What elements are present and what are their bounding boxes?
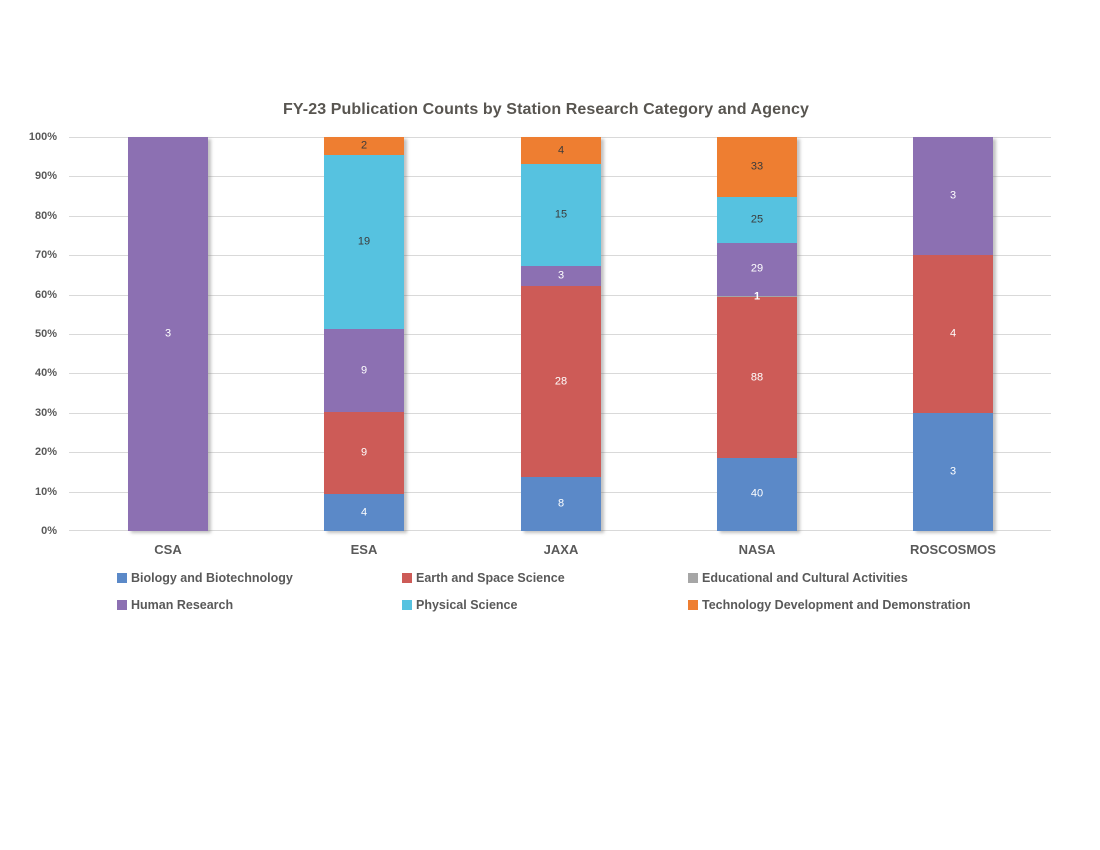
bar-jaxa: 4 15 3 28 8 — [521, 137, 601, 531]
bar-segment: 8 — [521, 476, 601, 531]
y-axis-tick-label: 90% — [34, 170, 57, 183]
bar-segment: 4 — [913, 255, 993, 413]
legend-swatch — [688, 600, 698, 610]
data-label: 28 — [554, 375, 568, 388]
legend-swatch — [117, 600, 127, 610]
bar-segment: 88 — [717, 297, 797, 458]
legend-item: Physical Science — [402, 598, 688, 612]
data-label: 33 — [750, 160, 764, 173]
bar-segment: 25 — [717, 197, 797, 243]
x-axis-label: NASA — [738, 542, 776, 557]
y-axis-tick-label: 30% — [34, 406, 57, 419]
bar-roscosmos: 3 4 3 — [913, 137, 993, 531]
bar-segment: 3 — [128, 137, 208, 531]
data-label: 40 — [750, 487, 764, 500]
y-axis-tick-label: 20% — [34, 446, 57, 459]
bar-csa: 3 — [128, 137, 208, 531]
legend-item: Biology and Biotechnology — [117, 571, 402, 585]
y-axis-tick-label: 100% — [28, 131, 57, 143]
bar-nasa: 33 25 29 1 88 40 — [717, 137, 797, 531]
legend: Biology and Biotechnology Earth and Space… — [117, 571, 1028, 612]
data-label: 9 — [360, 364, 368, 377]
data-label: 8 — [557, 497, 565, 510]
data-label: 3 — [949, 189, 957, 202]
legend-label: Technology Development and Demonstration — [702, 598, 971, 612]
bar-esa: 2 19 9 9 4 — [324, 137, 404, 531]
data-label: 3 — [164, 327, 172, 340]
bar-segment: 2 — [324, 137, 404, 156]
y-axis-tick-label: 50% — [34, 328, 57, 340]
legend-label: Earth and Space Science — [416, 571, 565, 585]
x-axis-label: JAXA — [543, 542, 579, 557]
bar-segment: 33 — [717, 137, 797, 198]
data-label: 4 — [557, 144, 565, 157]
chart-title: FY-23 Publication Counts by Station Rese… — [283, 101, 809, 118]
bar-segment: 15 — [521, 164, 601, 267]
bar-segment: 29 — [717, 242, 797, 296]
data-label: 3 — [557, 269, 565, 282]
legend-label: Educational and Cultural Activities — [702, 571, 908, 585]
data-label: 2 — [360, 139, 368, 152]
data-label: 9 — [360, 446, 368, 459]
legend-item: Educational and Cultural Activities — [688, 571, 1028, 585]
y-axis-tick-label: 80% — [34, 209, 57, 222]
bar-segment: 19 — [324, 155, 404, 330]
y-axis-tick-label: 70% — [34, 249, 57, 262]
x-axis-label: CSA — [154, 542, 182, 557]
legend-swatch — [688, 573, 698, 583]
legend-item: Earth and Space Science — [402, 571, 688, 585]
x-axis-label: ROSCOSMOS — [910, 542, 996, 557]
bar-segment: 3 — [913, 412, 993, 531]
bar-segment: 4 — [521, 137, 601, 165]
y-axis-tick-label: 60% — [34, 288, 57, 301]
y-axis-tick-label: 10% — [34, 485, 57, 498]
bar-segment: 9 — [324, 411, 404, 495]
legend-label: Physical Science — [416, 598, 518, 612]
data-label: 3 — [949, 465, 957, 478]
data-label: 4 — [360, 506, 368, 519]
bar-segment: 3 — [913, 137, 993, 256]
x-axis-label: ESA — [350, 542, 378, 557]
plot-area: 3 2 19 9 9 4 4 15 3 28 8 33 25 29 1 88 40 3 4 3 — [69, 137, 1051, 531]
data-label: 25 — [750, 213, 764, 226]
bar-segment: 28 — [521, 286, 601, 477]
data-label: 15 — [554, 208, 568, 221]
legend-label: Biology and Biotechnology — [131, 571, 293, 585]
legend-swatch — [402, 573, 412, 583]
bar-segment: 40 — [717, 458, 797, 531]
data-label: 4 — [949, 327, 957, 340]
bar-segment: 9 — [324, 329, 404, 412]
y-axis: 0% 10% 20% 30% 40% 50% 60% 70% 80% 90% 100% — [7, 131, 57, 537]
legend-item: Technology Development and Demonstration — [688, 598, 1028, 612]
legend-swatch — [117, 573, 127, 583]
legend-label: Human Research — [131, 598, 234, 612]
legend-item: Human Research — [117, 598, 402, 612]
data-label: 29 — [750, 262, 764, 275]
legend-swatch — [402, 600, 412, 610]
y-axis-tick-label: 40% — [34, 367, 57, 380]
bar-segment: 4 — [324, 494, 404, 531]
y-axis-tick-label: 0% — [41, 525, 57, 537]
data-label: 88 — [750, 371, 764, 384]
data-label: 19 — [357, 235, 371, 248]
bar-segment: 3 — [521, 266, 601, 287]
